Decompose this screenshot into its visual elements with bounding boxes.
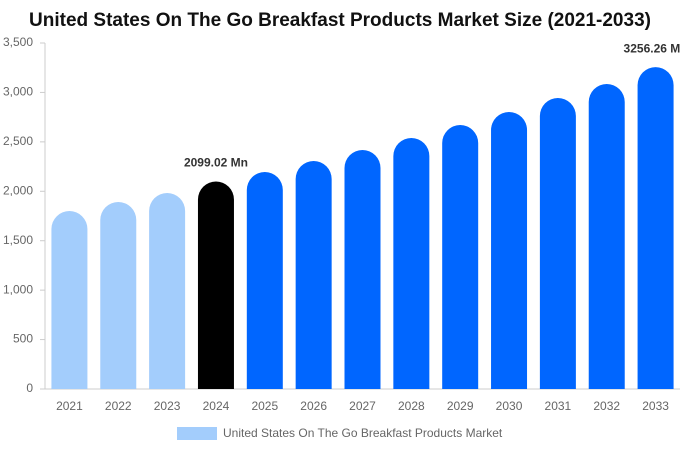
x-tick-label: 2021 (56, 399, 83, 413)
bar (393, 138, 430, 389)
x-tick-label: 2029 (447, 399, 474, 413)
value-label: 2099.02 Mn (184, 156, 248, 170)
x-tick-label: 2033 (642, 399, 669, 413)
x-tick-label: 2027 (349, 399, 376, 413)
x-tick-label: 2025 (251, 399, 278, 413)
x-tick-label: 2030 (496, 399, 523, 413)
y-tick-label: 3,500 (3, 35, 33, 49)
bar (51, 211, 88, 389)
bar (344, 149, 381, 389)
bar (100, 201, 137, 389)
x-tick-label: 2026 (300, 399, 327, 413)
y-tick-label: 3,000 (3, 85, 33, 99)
bar (588, 84, 625, 390)
bar (149, 192, 186, 389)
bar (539, 97, 576, 389)
y-tick-label: 2,000 (3, 183, 33, 197)
y-tick-label: 1,000 (3, 282, 33, 296)
y-tick-label: 0 (26, 381, 33, 395)
bar (197, 181, 234, 389)
y-tick-label: 2,500 (3, 134, 33, 148)
chart-title: United States On The Go Breakfast Produc… (29, 10, 651, 31)
y-tick-label: 1,500 (3, 233, 33, 247)
bar (295, 161, 332, 389)
bar (246, 172, 283, 389)
x-tick-label: 2028 (398, 399, 425, 413)
x-tick-label: 2032 (593, 399, 620, 413)
bar (637, 67, 674, 389)
value-label: 3256.26 Mn (624, 41, 680, 55)
legend-label: United States On The Go Breakfast Produc… (223, 426, 503, 440)
bar (442, 125, 479, 389)
y-tick-label: 500 (13, 332, 33, 346)
x-tick-label: 2022 (105, 399, 132, 413)
x-tick-label: 2023 (154, 399, 181, 413)
x-tick-label: 2031 (545, 399, 572, 413)
bar (491, 112, 528, 390)
legend-swatch (177, 427, 217, 440)
x-tick-label: 2024 (203, 399, 230, 413)
